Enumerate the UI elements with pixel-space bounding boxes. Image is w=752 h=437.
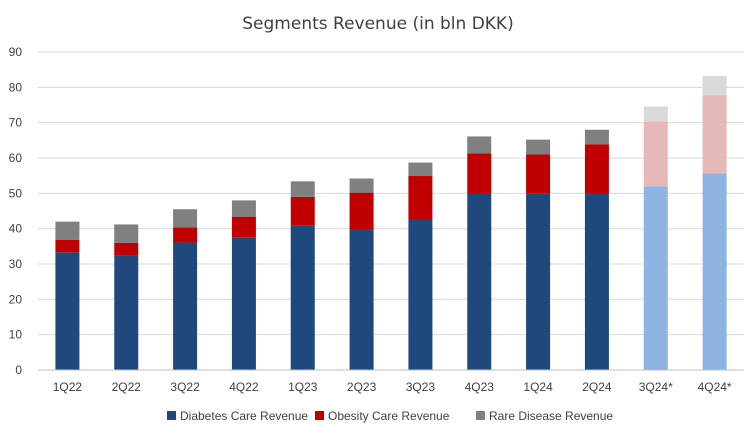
bar-rare-disease-revenue-1q22: [55, 221, 80, 240]
bar-rare-disease-revenue-2q24: [584, 129, 609, 145]
x-axis-ticks: 1Q22 2Q22 3Q22 4Q22 1Q23 2Q23 3Q23 4Q23 1Q24 2Q24…: [53, 380, 732, 394]
x-tick-label: 1Q23: [288, 380, 318, 394]
bar-diabetes-care-revenue-1q22: [55, 252, 80, 370]
x-tick-label: 3Q22: [170, 380, 200, 394]
bar-diabetes-care-revenue-2q23: [349, 229, 374, 370]
bar-rare-disease-revenue-2q22: [114, 224, 139, 243]
gridlines: [38, 51, 744, 336]
bar-diabetes-care-revenue-4q24: [702, 173, 727, 370]
bar-obesity-care-revenue-3q23: [408, 176, 433, 220]
chart-title: Segments Revenue (in bln DKK): [242, 14, 513, 34]
legend-label: Obesity Care Revenue: [328, 409, 450, 423]
y-tick-label: 80: [9, 80, 23, 94]
y-tick-label: 40: [9, 222, 23, 236]
bar-obesity-care-revenue-3q24: [643, 121, 668, 187]
bar-rare-disease-revenue-4q23: [467, 136, 492, 154]
bar-rare-disease-revenue-4q22: [231, 200, 256, 217]
bar-diabetes-care-revenue-3q22: [173, 242, 198, 370]
bar-rare-disease-revenue-3q22: [173, 209, 198, 228]
x-tick-label: 4Q24*: [698, 380, 732, 394]
x-tick-label: 2Q23: [347, 380, 377, 394]
x-tick-label: 1Q22: [53, 380, 83, 394]
x-tick-label: 2Q22: [112, 380, 142, 394]
x-tick-label: 2Q24: [582, 380, 612, 394]
bar-obesity-care-revenue-1q24: [526, 154, 551, 194]
x-tick-label: 3Q24*: [639, 380, 673, 394]
bar-rare-disease-revenue-3q23: [408, 162, 433, 177]
bar-obesity-care-revenue-4q23: [467, 153, 492, 193]
bar-obesity-care-revenue-2q24: [584, 144, 609, 193]
bar-obesity-care-revenue-1q22: [55, 239, 80, 253]
legend-swatch: [315, 411, 324, 420]
y-tick-label: 70: [9, 116, 23, 130]
bar-rare-disease-revenue-1q24: [526, 139, 551, 155]
y-tick-label: 10: [9, 328, 23, 342]
x-tick-label: 1Q24: [523, 380, 553, 394]
legend-swatch: [167, 411, 176, 420]
bar-diabetes-care-revenue-1q24: [526, 193, 551, 370]
bar-rare-disease-revenue-2q23: [349, 178, 374, 193]
y-tick-label: 50: [9, 186, 23, 200]
bars: [55, 76, 727, 370]
bar-rare-disease-revenue-3q24: [643, 106, 668, 122]
x-tick-label: 3Q23: [406, 380, 436, 394]
legend-label: Rare Disease Revenue: [489, 409, 613, 423]
bar-diabetes-care-revenue-2q24: [584, 192, 609, 370]
bar-diabetes-care-revenue-4q23: [467, 192, 492, 370]
x-tick-label: 4Q23: [465, 380, 495, 394]
bar-rare-disease-revenue-1q23: [290, 181, 315, 197]
y-tick-label: 20: [9, 292, 23, 306]
bar-obesity-care-revenue-2q23: [349, 192, 374, 230]
y-tick-label: 60: [9, 151, 23, 165]
bar-diabetes-care-revenue-3q23: [408, 219, 433, 370]
bar-diabetes-care-revenue-3q24: [643, 186, 668, 370]
bar-diabetes-care-revenue-1q23: [290, 225, 315, 370]
legend-label: Diabetes Care Revenue: [180, 409, 308, 423]
bar-diabetes-care-revenue-4q22: [231, 237, 256, 370]
y-tick-label: 0: [15, 363, 22, 377]
bar-obesity-care-revenue-1q23: [290, 196, 315, 226]
bar-rare-disease-revenue-4q24: [702, 76, 727, 96]
legend-swatch: [476, 411, 485, 420]
y-tick-label: 30: [9, 257, 23, 271]
y-axis-ticks: 0 10 20 30 40 50 60 70 80 90: [9, 45, 23, 377]
x-tick-label: 4Q22: [229, 380, 259, 394]
bar-obesity-care-revenue-4q24: [702, 95, 727, 174]
bar-obesity-care-revenue-2q22: [114, 242, 139, 256]
legend: Diabetes Care Revenue Obesity Care Revenu…: [167, 409, 613, 423]
y-tick-label: 90: [9, 45, 23, 59]
bar-diabetes-care-revenue-2q22: [114, 255, 139, 370]
bar-obesity-care-revenue-3q22: [173, 227, 198, 243]
bar-obesity-care-revenue-4q22: [231, 216, 256, 238]
